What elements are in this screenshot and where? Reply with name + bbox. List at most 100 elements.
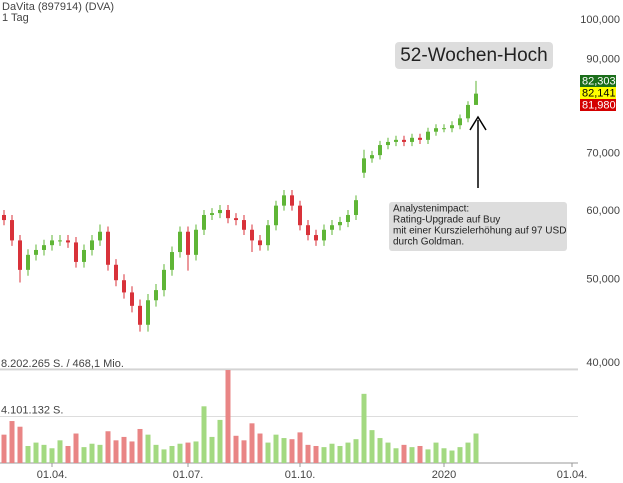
volume-bar bbox=[41, 444, 47, 463]
candle-body bbox=[386, 141, 390, 146]
candle-body bbox=[194, 229, 198, 255]
candle-body bbox=[162, 269, 166, 291]
candle-body bbox=[370, 155, 374, 159]
x-tick-label: 2020 bbox=[432, 469, 456, 481]
volume-bar bbox=[297, 432, 303, 463]
volume-bar bbox=[97, 444, 103, 463]
highlight-label: 52-Wochen-Hoch bbox=[400, 45, 548, 66]
price-tag-label: 82,303 bbox=[582, 75, 616, 87]
volume-bar bbox=[185, 442, 191, 463]
volume-bar bbox=[105, 431, 111, 463]
candle-body bbox=[346, 214, 350, 222]
volume-bar bbox=[473, 433, 479, 463]
candle-body bbox=[242, 220, 246, 230]
volume-bar bbox=[225, 370, 231, 463]
volume-bar bbox=[137, 428, 143, 463]
volume-bar bbox=[121, 436, 127, 463]
candle-body bbox=[42, 245, 46, 250]
volume-bar bbox=[217, 419, 223, 463]
candle-body bbox=[82, 249, 86, 262]
candle-body bbox=[130, 292, 134, 306]
candle-body bbox=[466, 104, 470, 119]
volume-bar bbox=[73, 433, 79, 463]
candle-body bbox=[306, 225, 310, 236]
candle-body bbox=[282, 195, 286, 206]
price-tag-label: 82,141 bbox=[582, 87, 616, 99]
candle-body bbox=[418, 137, 422, 140]
price-tag bbox=[580, 87, 616, 99]
candle-body bbox=[362, 158, 366, 173]
y-tick-label: 90,000 bbox=[586, 53, 620, 65]
price-tag-label: 81,980 bbox=[582, 99, 616, 111]
volume-bar bbox=[113, 440, 119, 463]
candle-body bbox=[226, 209, 230, 219]
volume-bar bbox=[305, 444, 311, 463]
candle-body bbox=[410, 137, 414, 142]
candle-body bbox=[394, 139, 398, 142]
y-tick-label: 50,000 bbox=[586, 273, 620, 285]
note-line: durch Goldman. bbox=[393, 237, 464, 248]
candle-body bbox=[258, 240, 262, 246]
y-tick-label: 100,000 bbox=[580, 14, 620, 26]
volume-bar bbox=[49, 448, 55, 463]
candle-body bbox=[170, 252, 174, 270]
candle-body bbox=[138, 305, 142, 325]
volume-bar bbox=[201, 406, 207, 463]
candle-body bbox=[34, 249, 38, 255]
candle-body bbox=[186, 231, 190, 255]
volume-bar bbox=[401, 444, 407, 463]
candle-body bbox=[58, 240, 62, 242]
volume-bar bbox=[409, 447, 415, 463]
note-line: Rating-Upgrade auf Buy bbox=[393, 215, 500, 226]
volume-bar bbox=[353, 439, 359, 463]
candle-body bbox=[74, 242, 78, 262]
candle-body bbox=[26, 254, 30, 270]
chart-subtitle: 1 Tag bbox=[2, 12, 29, 24]
candle-body bbox=[90, 240, 94, 250]
candle-body bbox=[330, 225, 334, 230]
volume-bar bbox=[361, 393, 367, 463]
candle-body bbox=[474, 93, 478, 105]
volume-bar bbox=[465, 442, 471, 463]
candle-body bbox=[50, 240, 54, 246]
volume-bar bbox=[313, 445, 319, 463]
volume-bar bbox=[177, 443, 183, 463]
candle-body bbox=[154, 290, 158, 301]
volume-bar bbox=[369, 430, 375, 463]
volume-tick-label: 4.101.132 S. bbox=[1, 404, 63, 416]
volume-bar bbox=[1, 434, 7, 463]
candle-body bbox=[210, 213, 214, 215]
y-tick-label: 60,000 bbox=[586, 205, 620, 217]
volume-bar bbox=[89, 443, 95, 463]
candle-body bbox=[458, 118, 462, 126]
volume-bar bbox=[345, 442, 351, 463]
volume-bar bbox=[457, 447, 463, 463]
x-tick-label: 01.04. bbox=[37, 469, 68, 481]
volume-bar bbox=[193, 441, 199, 463]
candle-body bbox=[98, 231, 102, 241]
candle-body bbox=[314, 235, 318, 241]
volume-bar bbox=[257, 433, 263, 463]
candle-body bbox=[114, 264, 118, 281]
x-tick-label: 01.10. bbox=[285, 469, 316, 481]
candle-body bbox=[10, 220, 14, 241]
volume-tick-label: 8.202.265 S. / 468,1 Mio. bbox=[1, 358, 124, 370]
candle-body bbox=[338, 221, 342, 226]
volume-bar bbox=[57, 440, 63, 463]
candle-body bbox=[2, 214, 6, 221]
candle-body bbox=[402, 139, 406, 142]
candle-body bbox=[250, 229, 254, 241]
x-tick-label: 01.04. bbox=[557, 469, 588, 481]
candle-body bbox=[274, 205, 278, 226]
volume-bar bbox=[233, 435, 239, 463]
volume-bar bbox=[17, 426, 23, 463]
price-tag bbox=[580, 99, 616, 111]
candle-body bbox=[378, 145, 382, 156]
candle-body bbox=[202, 214, 206, 230]
volume-bar bbox=[385, 442, 391, 463]
volume-bar bbox=[449, 450, 455, 463]
chart-title: DaVita (897914) (DVA) bbox=[2, 1, 114, 13]
volume-bar bbox=[393, 448, 399, 463]
candle-body bbox=[290, 195, 294, 206]
